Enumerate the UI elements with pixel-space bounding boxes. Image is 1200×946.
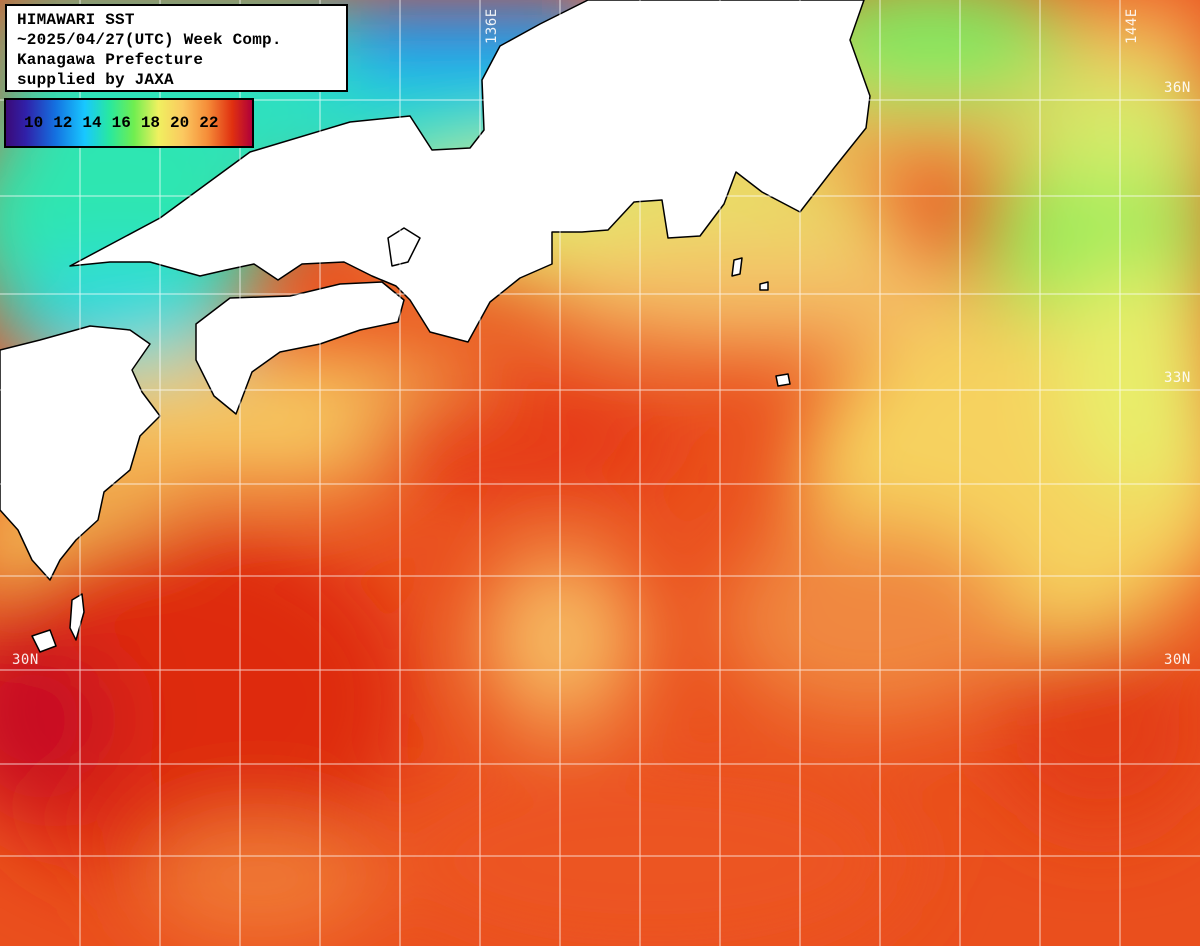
scale-label: 22 xyxy=(199,114,219,132)
sst-color-scale: 10 12 14 16 18 20 22 xyxy=(4,98,254,148)
lat-label-36n: 36N xyxy=(1164,80,1191,96)
info-source: supplied by JAXA xyxy=(17,71,174,89)
izu-oshima xyxy=(759,281,769,291)
scale-label: 18 xyxy=(140,114,161,132)
awaji-island xyxy=(387,227,421,267)
hachijojima xyxy=(775,373,791,387)
info-date: ~2025/04/27(UTC) Week Comp. xyxy=(17,31,282,49)
small-island-a xyxy=(731,257,743,277)
shikoku-landmass xyxy=(195,281,405,415)
scale-labels: 10 12 14 16 18 20 22 xyxy=(24,114,218,132)
lat-label-33n: 33N xyxy=(1164,370,1191,386)
lat-label-30n-left: 30N xyxy=(12,652,39,668)
lon-label-136e: 136E xyxy=(484,8,500,44)
scale-label: 16 xyxy=(111,114,131,132)
lat-label-30n-right: 30N xyxy=(1164,652,1191,668)
info-box: HIMAWARI SST ~2025/04/27(UTC) Week Comp.… xyxy=(5,4,348,92)
scale-label: 10 xyxy=(24,114,44,132)
scale-label: 14 xyxy=(82,114,102,132)
info-title: HIMAWARI SST xyxy=(17,11,135,29)
lon-label-144e: 144E xyxy=(1124,8,1140,44)
scale-label: 20 xyxy=(170,114,190,132)
honshu-landmass xyxy=(69,0,871,343)
scale-label: 12 xyxy=(53,114,73,132)
yakushima-island xyxy=(31,629,57,653)
info-region: Kanagawa Prefecture xyxy=(17,51,204,69)
